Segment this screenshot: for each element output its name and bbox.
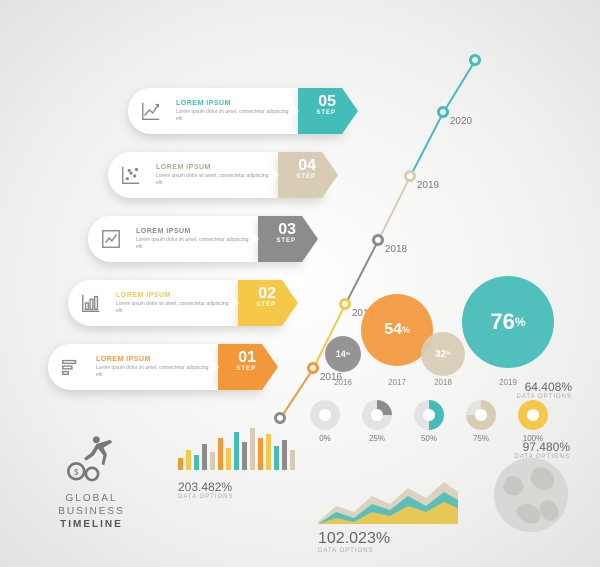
- step-sub: Lorem ipsum dolor sit amet, consectetur …: [176, 109, 298, 122]
- bubble: 32%: [421, 332, 465, 376]
- donut-row: 0% 25% 50% 75% 100%: [310, 400, 548, 443]
- bubble-year: 2016: [334, 378, 352, 387]
- logo-caption-line2: TIMELINE: [60, 519, 123, 530]
- bar: [282, 440, 287, 470]
- growth-icon: [128, 88, 174, 134]
- step-title: LOREM IPSUM: [136, 228, 258, 235]
- donut: 100%: [518, 400, 548, 443]
- bar: [210, 452, 215, 470]
- svg-text:$: $: [74, 468, 79, 477]
- step-arrow: 03STEP: [258, 216, 302, 262]
- area-caption: 102.023%DATA OPTIONS: [318, 530, 390, 554]
- step-arrow: 01STEP: [218, 344, 262, 390]
- step-arrow: 02STEP: [238, 280, 282, 326]
- timeline-segment: [377, 177, 411, 242]
- bar: [290, 450, 295, 470]
- step-body: LOREM IPSUM Lorem ipsum dolor sit amet, c…: [68, 280, 238, 326]
- bar: [186, 450, 191, 470]
- chevron-right-icon: [270, 166, 279, 184]
- bar-chart-icon: [68, 280, 114, 326]
- step-02: LOREM IPSUM Lorem ipsum dolor sit amet, c…: [68, 280, 298, 326]
- stacked-bars-icon: [48, 344, 94, 390]
- chevron-right-icon: [290, 102, 299, 120]
- bubble: 76%: [462, 276, 554, 368]
- timeline-year: 2019: [417, 180, 439, 191]
- donut: 75%: [466, 400, 496, 443]
- bars-caption: 203.482%DATA OPTIONS: [178, 480, 233, 500]
- step-body: LOREM IPSUM Lorem ipsum dolor sit amet, c…: [88, 216, 258, 262]
- timeline-dot: [307, 362, 319, 374]
- timeline-segment: [442, 60, 476, 113]
- global-business-logo: $ GLOBAL BUSINESS TIMELINE: [34, 428, 149, 531]
- step-title: LOREM IPSUM: [96, 356, 218, 363]
- donut: 25%: [362, 400, 392, 443]
- donut: 0%: [310, 400, 340, 443]
- bar: [194, 455, 199, 470]
- step-04: LOREM IPSUM Lorem ipsum dolor sit amet, c…: [108, 152, 338, 198]
- chevron-right-icon: [230, 294, 239, 312]
- bar: [202, 444, 207, 470]
- step-01: LOREM IPSUM Lorem ipsum dolor sit amet, c…: [48, 344, 278, 390]
- bar: [178, 458, 183, 470]
- chevron-right-icon: [250, 230, 259, 248]
- step-body: LOREM IPSUM Lorem ipsum dolor sit amet, c…: [48, 344, 218, 390]
- step-title: LOREM IPSUM: [156, 164, 278, 171]
- bubbles-caption: 64.408%DATA OPTIONS: [517, 380, 572, 400]
- bubble-year: 2018: [434, 378, 452, 387]
- scatter-icon: [108, 152, 154, 198]
- timeline-segment: [409, 113, 444, 178]
- bar: [258, 438, 263, 470]
- timeline-dot: [274, 412, 286, 424]
- area-chart: [318, 462, 458, 524]
- step-body: LOREM IPSUM Lorem ipsum dolor sit amet, c…: [108, 152, 278, 198]
- timeline-segment: [344, 241, 379, 306]
- step-arrow: 05STEP: [298, 88, 342, 134]
- chevron-right-icon: [210, 358, 219, 376]
- step-title: LOREM IPSUM: [176, 100, 298, 107]
- logo-caption-line1: GLOBAL BUSINESS: [58, 493, 125, 517]
- bar: [266, 434, 271, 470]
- bar: [274, 446, 279, 470]
- step-arrow: 04STEP: [278, 152, 322, 198]
- timeline-dot: [404, 170, 416, 182]
- step-title: LOREM IPSUM: [116, 292, 238, 299]
- donut: 50%: [414, 400, 444, 443]
- step-body: LOREM IPSUM Lorem ipsum dolor sit amet, c…: [128, 88, 298, 134]
- line-chart-icon: [88, 216, 134, 262]
- timeline-segment: [279, 368, 314, 419]
- bar: [250, 428, 255, 470]
- timeline-dot: [372, 234, 384, 246]
- step-sub: Lorem ipsum dolor sit amet, consectetur …: [136, 237, 258, 250]
- bar: [242, 442, 247, 470]
- timeline-year: 2020: [450, 116, 472, 127]
- step-sub: Lorem ipsum dolor sit amet, consectetur …: [116, 301, 238, 314]
- timeline-year: 2018: [385, 244, 407, 255]
- step-03: LOREM IPSUM Lorem ipsum dolor sit amet, c…: [88, 216, 318, 262]
- businessman-gears-icon: $: [57, 428, 127, 483]
- bubble: 14%: [325, 336, 361, 372]
- bubble-year: 2017: [388, 378, 406, 387]
- step-05: LOREM IPSUM Lorem ipsum dolor sit amet, c…: [128, 88, 358, 134]
- bar: [234, 432, 239, 470]
- globe-icon: [492, 456, 570, 539]
- timeline-dot: [437, 106, 449, 118]
- mini-bar-chart: [178, 428, 295, 470]
- bar: [218, 438, 223, 470]
- timeline-dot: [469, 54, 481, 66]
- step-sub: Lorem ipsum dolor sit amet, consectetur …: [96, 365, 218, 378]
- bubble-year: 2019: [499, 378, 517, 387]
- timeline-dot: [339, 298, 351, 310]
- step-sub: Lorem ipsum dolor sit amet, consectetur …: [156, 173, 278, 186]
- bar: [226, 448, 231, 470]
